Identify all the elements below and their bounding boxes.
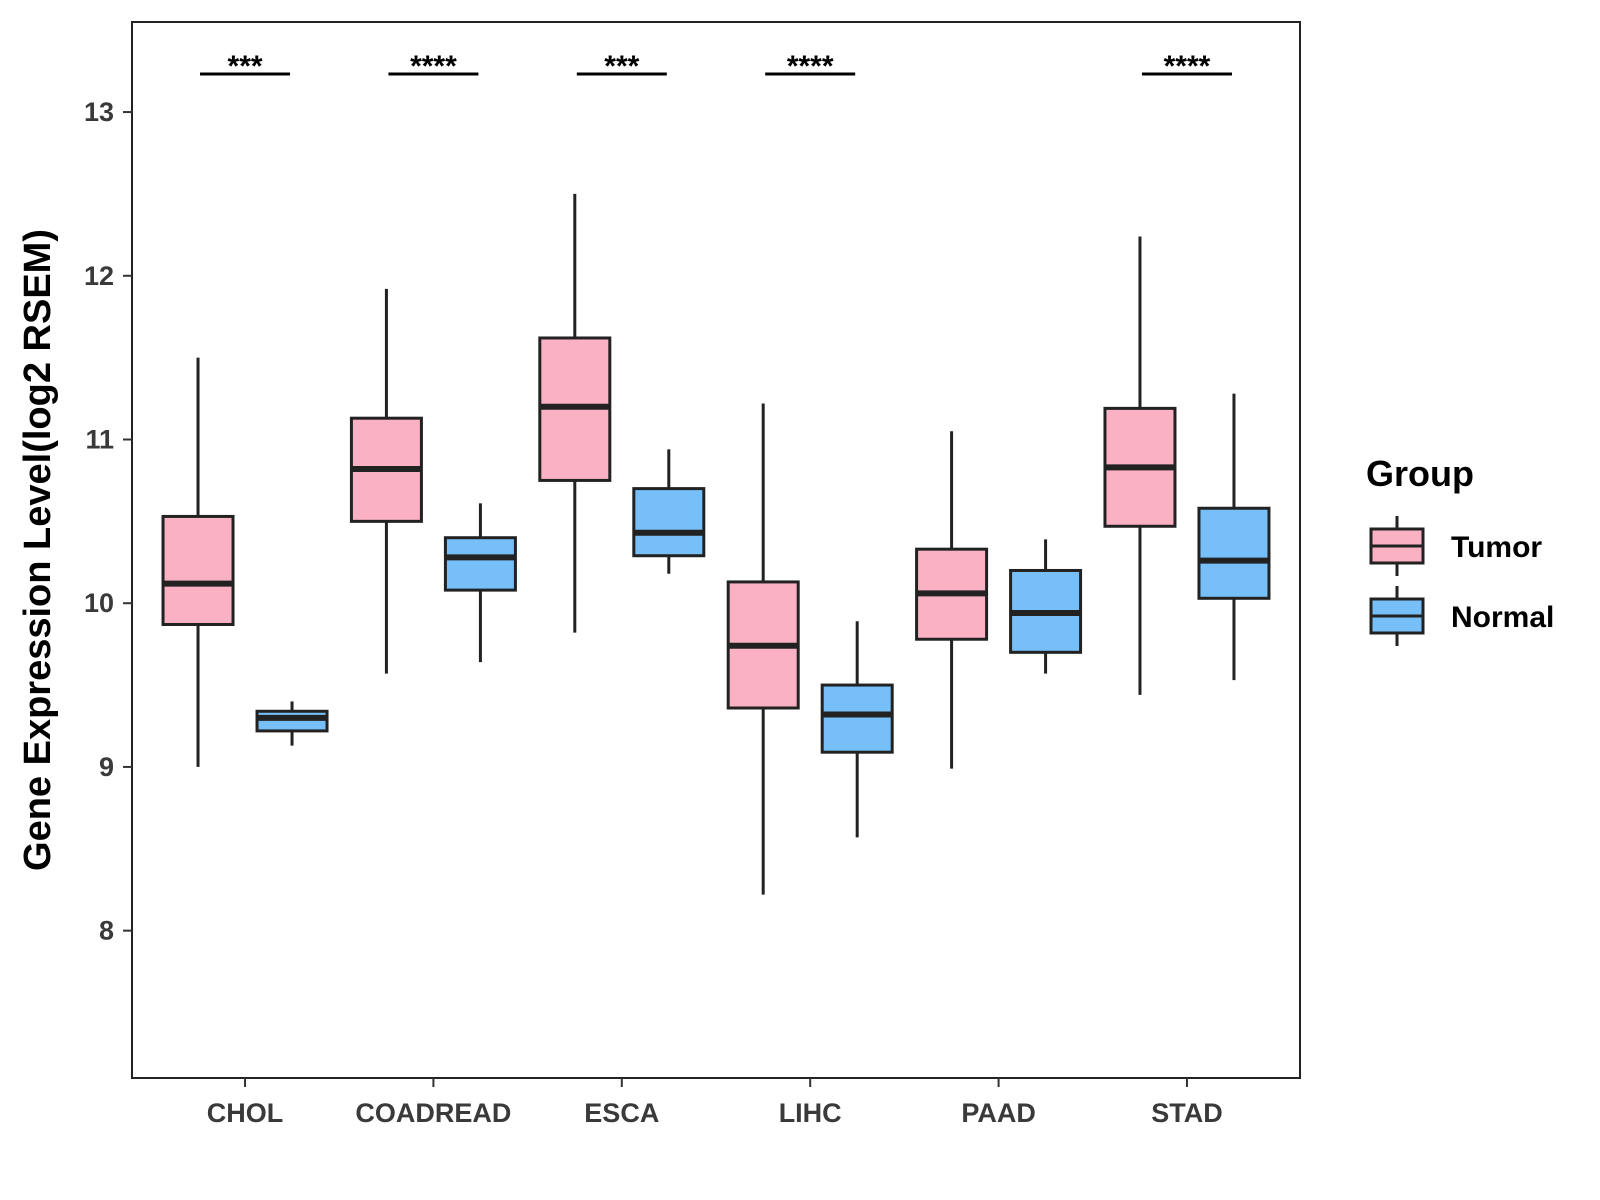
box-iqr [443, 536, 517, 592]
legend-item-normal: Normal [1369, 586, 1554, 646]
box-iqr [1197, 506, 1271, 600]
box-iqr [255, 709, 329, 733]
box-iqr [632, 487, 706, 558]
significance-label: **** [1164, 50, 1211, 83]
legend-title: Group [1366, 453, 1474, 494]
x-tick-label: PAAD [961, 1098, 1036, 1128]
box-tumor-chol [161, 357, 235, 767]
y-tick-label: 13 [84, 97, 114, 127]
legend: Group Tumor Normal [1366, 453, 1554, 646]
significance-label: *** [604, 50, 639, 83]
significance-label: *** [228, 50, 263, 83]
box-iqr [161, 514, 235, 626]
y-tick-label: 10 [84, 588, 114, 618]
plot-area: 8 9 10 11 12 13 CHOL COADREAD ESCA LIHC PAAD STAD **… [84, 21, 1301, 1128]
y-tick-label: 11 [85, 424, 114, 454]
box-tumor-coadread [349, 288, 423, 674]
box-normal-stad [1197, 393, 1271, 681]
box-iqr [820, 683, 894, 754]
box-tumor-lihc [726, 403, 800, 895]
box-normal-coadread [443, 503, 517, 663]
box-tumor-stad [1103, 236, 1177, 695]
box-normal-chol [255, 701, 329, 746]
y-tick-label: 12 [84, 261, 114, 291]
box-normal-esca [632, 449, 706, 574]
box-tumor-paad [915, 431, 989, 769]
legend-label: Tumor [1451, 531, 1542, 564]
box-normal-lihc [820, 621, 894, 838]
significance-label: **** [787, 50, 834, 83]
y-tick-label: 9 [99, 752, 114, 782]
x-tick-label: STAD [1151, 1098, 1223, 1128]
x-tick-label: LIHC [779, 1098, 842, 1128]
box-normal-paad [1009, 539, 1083, 674]
x-tick-label: CHOL [207, 1098, 284, 1128]
significance-label: **** [410, 50, 457, 83]
legend-label: Normal [1451, 601, 1554, 634]
plot-border [131, 21, 1301, 1079]
legend-item-tumor: Tumor [1369, 516, 1542, 576]
box-tumor-esca [538, 193, 612, 633]
x-tick-label: ESCA [584, 1098, 659, 1128]
y-axis-label: Gene Expression Level(log2 RSEM) [17, 229, 59, 871]
x-tick-label: COADREAD [355, 1098, 511, 1128]
y-tick-label: 8 [99, 916, 114, 946]
